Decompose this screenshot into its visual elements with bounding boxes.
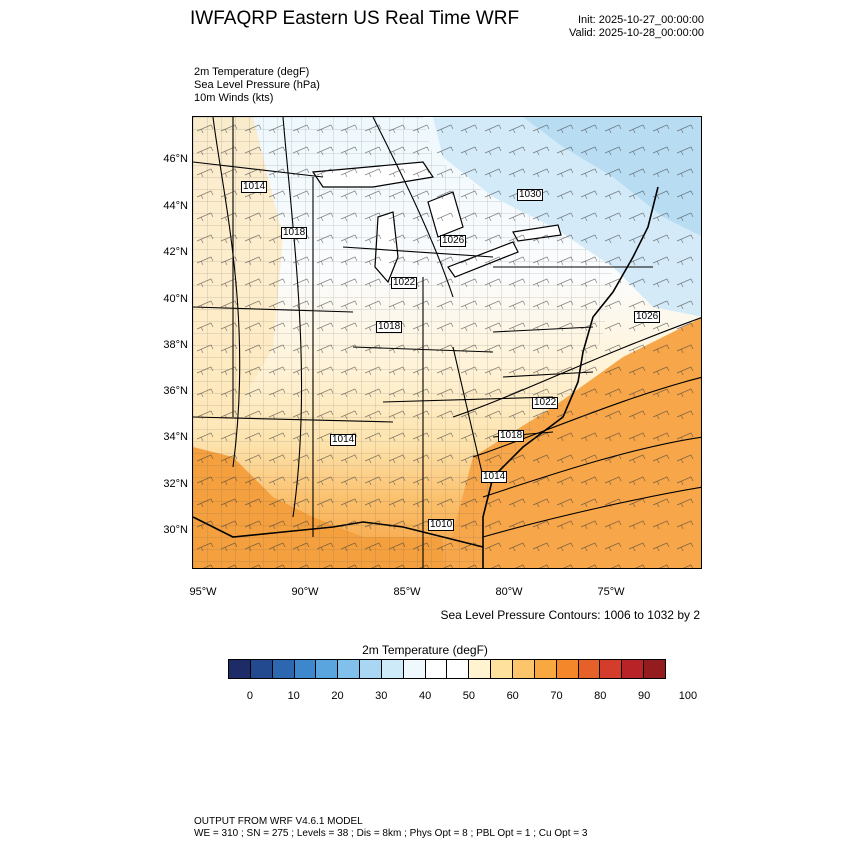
slp-label: 1010 (428, 519, 455, 531)
slp-label: 1014 (241, 181, 268, 193)
footer-config-line: WE = 310 ; SN = 275 ; Levels = 38 ; Dis … (194, 828, 588, 839)
colorbar-tick-label: 80 (594, 690, 607, 702)
weather-map[interactable]: 1014 1018 1026 1030 1022 1018 1026 1022 … (192, 116, 702, 569)
slp-label: 1014 (330, 434, 357, 446)
colorbar-tick-label: 70 (550, 690, 563, 702)
lon-label-95: 95°W (189, 586, 217, 598)
valid-time: Valid: 2025-10-28_00:00:00 (569, 27, 704, 39)
colorbar-tick-label: 20 (331, 690, 344, 702)
lat-label-36: 36°N (163, 385, 188, 397)
colorbar-title: 2m Temperature (degF) (362, 643, 488, 657)
slp-label: 1018 (281, 227, 308, 239)
lon-label-90: 90°W (291, 586, 319, 598)
colorbar-swatch (534, 660, 557, 678)
colorbar-tick-label: 10 (287, 690, 300, 702)
field-temperature: 2m Temperature (degF) (194, 66, 310, 78)
lon-label-75: 75°W (597, 586, 625, 598)
colorbar-tick-label: 0 (246, 690, 253, 702)
colorbar-tick-label: 30 (375, 690, 388, 702)
colorbar-tick-label: 40 (418, 690, 432, 702)
colorbar-swatch (622, 660, 645, 678)
colorbar-swatch (644, 660, 665, 678)
colorbar-tick-label: 90 (637, 690, 651, 702)
colorbar-swatch (600, 660, 623, 678)
slp-label: 1014 (481, 471, 508, 483)
field-list: 2m Temperature (degF) Sea Level Pressure… (194, 66, 320, 105)
colorbar-swatch (250, 660, 273, 678)
colorbar-swatch (360, 660, 382, 678)
lat-label-32: 32°N (163, 478, 188, 490)
colorbar-swatch (425, 660, 448, 678)
colorbar-swatch (491, 660, 513, 678)
lon-label-80: 80°W (495, 586, 523, 598)
colorbar-swatch (512, 660, 535, 678)
colorbar-swatch (338, 660, 361, 678)
field-winds: 10m Winds (kts) (194, 92, 274, 104)
slp-label: 1018 (498, 430, 525, 442)
slp-label: 1026 (634, 311, 661, 323)
field-pressure: Sea Level Pressure (hPa) (194, 79, 320, 91)
colorbar-swatch (381, 660, 404, 678)
colorbar-swatch (469, 660, 492, 678)
colorbar-swatch (316, 660, 339, 678)
latitude-axis: 46°N 44°N 42°N 40°N 38°N 36°N 34°N 32°N … (120, 116, 188, 569)
lat-label-30: 30°N (163, 524, 188, 536)
lat-label-42: 42°N (163, 246, 188, 258)
colorbar-tick-label: 60 (506, 690, 519, 702)
colorbar-swatch (578, 660, 601, 678)
temperature-colorbar (228, 659, 666, 679)
colorbar-swatch (556, 660, 579, 678)
lat-label-38: 38°N (163, 339, 188, 351)
colorbar-tick-label: 50 (462, 690, 476, 702)
slp-label: 1022 (391, 277, 418, 289)
model-footer: OUTPUT FROM WRF V4.6.1 MODEL WE = 310 ; … (194, 816, 587, 840)
footer-model-line: OUTPUT FROM WRF V4.6.1 MODEL (194, 816, 363, 827)
lat-label-34: 34°N (163, 431, 188, 443)
wind-barbs (193, 117, 701, 568)
lon-label-85: 85°W (393, 586, 421, 598)
colorbar-swatch (229, 660, 251, 678)
colorbar-swatch (294, 660, 317, 678)
slp-label: 1018 (376, 321, 403, 333)
colorbar-tick-label: 100 (678, 690, 698, 702)
lat-label-40: 40°N (163, 293, 188, 305)
map-canvas (193, 117, 701, 568)
slp-label: 1026 (440, 235, 467, 247)
plot-title: IWFAQRP Eastern US Real Time WRF (190, 8, 520, 29)
lat-label-44: 44°N (163, 200, 188, 212)
slp-contour-note: Sea Level Pressure Contours: 1006 to 103… (440, 608, 701, 622)
colorbar-swatch (272, 660, 295, 678)
lat-label-46: 46°N (163, 153, 188, 165)
colorbar-swatch (447, 660, 470, 678)
slp-label: 1022 (532, 397, 559, 409)
init-time: Init: 2025-10-27_00:00:00 (578, 14, 704, 26)
slp-label: 1030 (517, 189, 544, 201)
init-valid-times: Init: 2025-10-27_00:00:00 Valid: 2025-10… (569, 14, 704, 40)
colorbar-swatch (403, 660, 426, 678)
